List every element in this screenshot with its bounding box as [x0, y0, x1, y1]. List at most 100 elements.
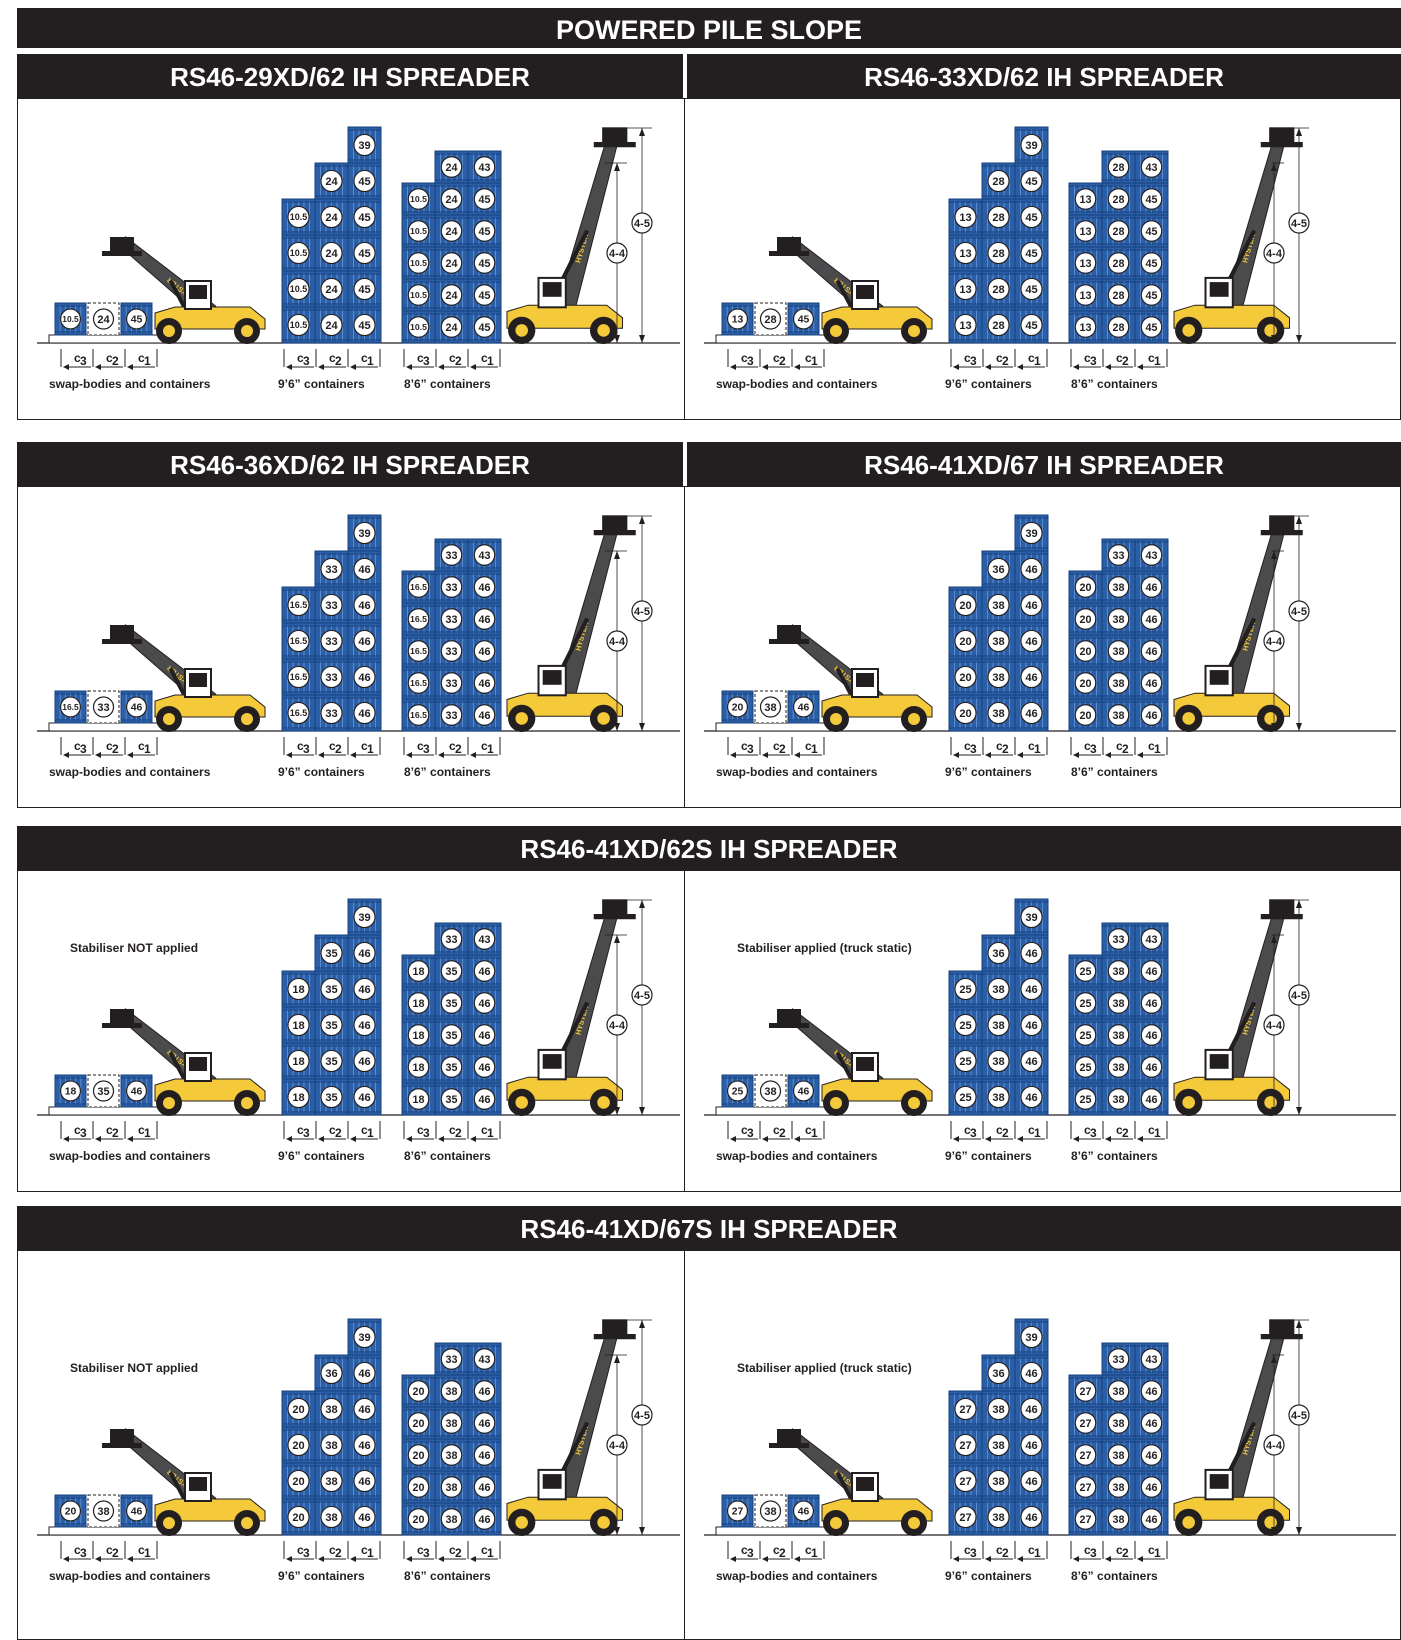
- container-capacity-label: 38: [992, 600, 1004, 612]
- stabiliser-note: Stabiliser applied (truck static): [737, 941, 912, 955]
- container-capacity-label: 38: [992, 1092, 1004, 1104]
- svg-text:28: 28: [764, 314, 776, 326]
- trailer: [48, 1106, 170, 1116]
- section-1-header-right: RS46-33XD/62 IH SPREADER: [687, 54, 1401, 98]
- container: 45: [347, 270, 382, 308]
- svg-text:3: 3: [423, 354, 430, 368]
- container-capacity-label: 43: [1146, 1354, 1158, 1366]
- container-capacity-label: 18: [413, 966, 425, 978]
- svg-text:c: c: [1116, 351, 1123, 365]
- container: 35: [314, 970, 349, 1008]
- container: 46: [467, 570, 502, 604]
- container: 46: [347, 1042, 382, 1080]
- container-capacity-label: 46: [1025, 984, 1037, 996]
- container: 18: [401, 1018, 436, 1052]
- container-capacity-label: 18: [413, 1062, 425, 1074]
- stack-9-6: 27 27 27 27 38 38 38 38 36 46 46 46 46 46 39: [948, 1318, 1049, 1536]
- svg-text:c: c: [138, 1123, 145, 1137]
- container-capacity-label: 13: [1080, 290, 1092, 302]
- container-capacity-label: 25: [1080, 1094, 1092, 1106]
- container: 46: [1014, 1462, 1049, 1500]
- container: 10.5: [401, 246, 436, 280]
- container-capacity-label: 43: [479, 1354, 491, 1366]
- spreader: [110, 1429, 134, 1443]
- container: 13: [1068, 182, 1103, 216]
- container: 18: [401, 1050, 436, 1084]
- container: 46: [1014, 1390, 1049, 1428]
- svg-text:3: 3: [303, 354, 310, 368]
- reach-stacker-truck: HYSTER: [102, 1428, 266, 1536]
- container-capacity-label: 46: [1025, 564, 1037, 576]
- container-capacity-label: 38: [446, 1386, 458, 1398]
- container-capacity-label: 25: [732, 1087, 744, 1098]
- container: 20: [948, 586, 983, 624]
- container-capacity-label: 24: [325, 284, 338, 296]
- container: 38: [981, 622, 1016, 660]
- container: 27: [948, 1390, 983, 1428]
- container: 45: [467, 278, 502, 312]
- spreader: [1269, 1319, 1295, 1334]
- container: 25: [948, 1078, 983, 1116]
- svg-text:3: 3: [747, 742, 754, 756]
- container: 46: [1014, 586, 1049, 624]
- container-capacity-label: 33: [1113, 1354, 1125, 1366]
- container-capacity-label: 46: [1025, 600, 1037, 612]
- stack-9-6: 18 18 18 18 35 35 35 35 35 46 46 46 46 46 39: [281, 898, 382, 1116]
- container-capacity-label: 45: [131, 315, 143, 326]
- container: 33: [314, 550, 349, 588]
- label-9-6: 9’6” containers: [278, 1569, 365, 1583]
- reach-stacker-truck: HYSTER: [102, 624, 266, 732]
- container: 27: [1068, 1470, 1103, 1504]
- container: 45: [1014, 306, 1049, 344]
- dimension-label: 4-4: [609, 248, 626, 260]
- container: 20: [1068, 634, 1103, 668]
- container-capacity-label: 36: [325, 1368, 337, 1380]
- container-capacity-label: 28: [1113, 162, 1125, 174]
- section-2-title-left: RS46-36XD/62 IH SPREADER: [170, 450, 530, 480]
- page-title: POWERED PILE SLOPE: [555, 15, 863, 45]
- container-capacity-label: 38: [1113, 1030, 1125, 1042]
- dimension-label: 4-5: [634, 218, 650, 230]
- svg-text:c: c: [74, 1123, 81, 1137]
- svg-text:2: 2: [1122, 1126, 1129, 1140]
- container: 43: [1134, 150, 1169, 184]
- container: 46: [1014, 658, 1049, 696]
- container: 24: [314, 270, 349, 308]
- container: 13: [948, 306, 983, 344]
- container-capacity-label: 46: [1146, 646, 1158, 658]
- container-capacity-label: 38: [1113, 582, 1125, 594]
- container-capacity-label: 35: [446, 966, 458, 978]
- container: 28: [981, 162, 1016, 200]
- svg-text:c: c: [74, 1543, 81, 1557]
- container: 38: [434, 1438, 469, 1472]
- container: 27: [1068, 1438, 1103, 1472]
- container: 18: [281, 1006, 316, 1044]
- trailer: [48, 1526, 170, 1536]
- stack-8-6: 20 20 20 20 20 38 38 38 38 38 33 46 46 46 46 46 43: [401, 1342, 502, 1536]
- dashed-container: 35: [87, 1074, 120, 1108]
- container-capacity-label: 46: [1146, 1094, 1158, 1106]
- svg-text:c: c: [361, 351, 368, 365]
- container-capacity-label: 46: [1025, 636, 1037, 648]
- container-capacity-label: 20: [292, 1440, 304, 1452]
- container: 46: [467, 698, 502, 732]
- container: 28: [981, 198, 1016, 236]
- reach-stacker-truck: HYSTER: [102, 1008, 266, 1116]
- container: 13: [1068, 246, 1103, 280]
- label-swap: swap-bodies and containers: [49, 377, 211, 391]
- svg-text:c: c: [1148, 1543, 1155, 1557]
- container: 46: [1134, 634, 1169, 668]
- container-capacity-label: 25: [959, 984, 971, 996]
- container: 46: [347, 970, 382, 1008]
- container-capacity-label: 13: [732, 315, 744, 326]
- svg-text:1: 1: [367, 742, 374, 756]
- container-capacity-label: 38: [446, 1450, 458, 1462]
- swap-container: 20: [54, 1494, 87, 1528]
- container: 46: [1134, 1470, 1169, 1504]
- container: 25: [948, 1006, 983, 1044]
- container-capacity-label: 46: [358, 1512, 370, 1524]
- container-capacity-label: 46: [1146, 1418, 1158, 1430]
- container-capacity-label: 43: [479, 550, 491, 562]
- stack-8-6: 10.5 10.5 10.5 10.5 10.5 24 24 24 24 24 24 45 45 45 45…: [401, 150, 502, 344]
- container: 16.5: [401, 570, 436, 604]
